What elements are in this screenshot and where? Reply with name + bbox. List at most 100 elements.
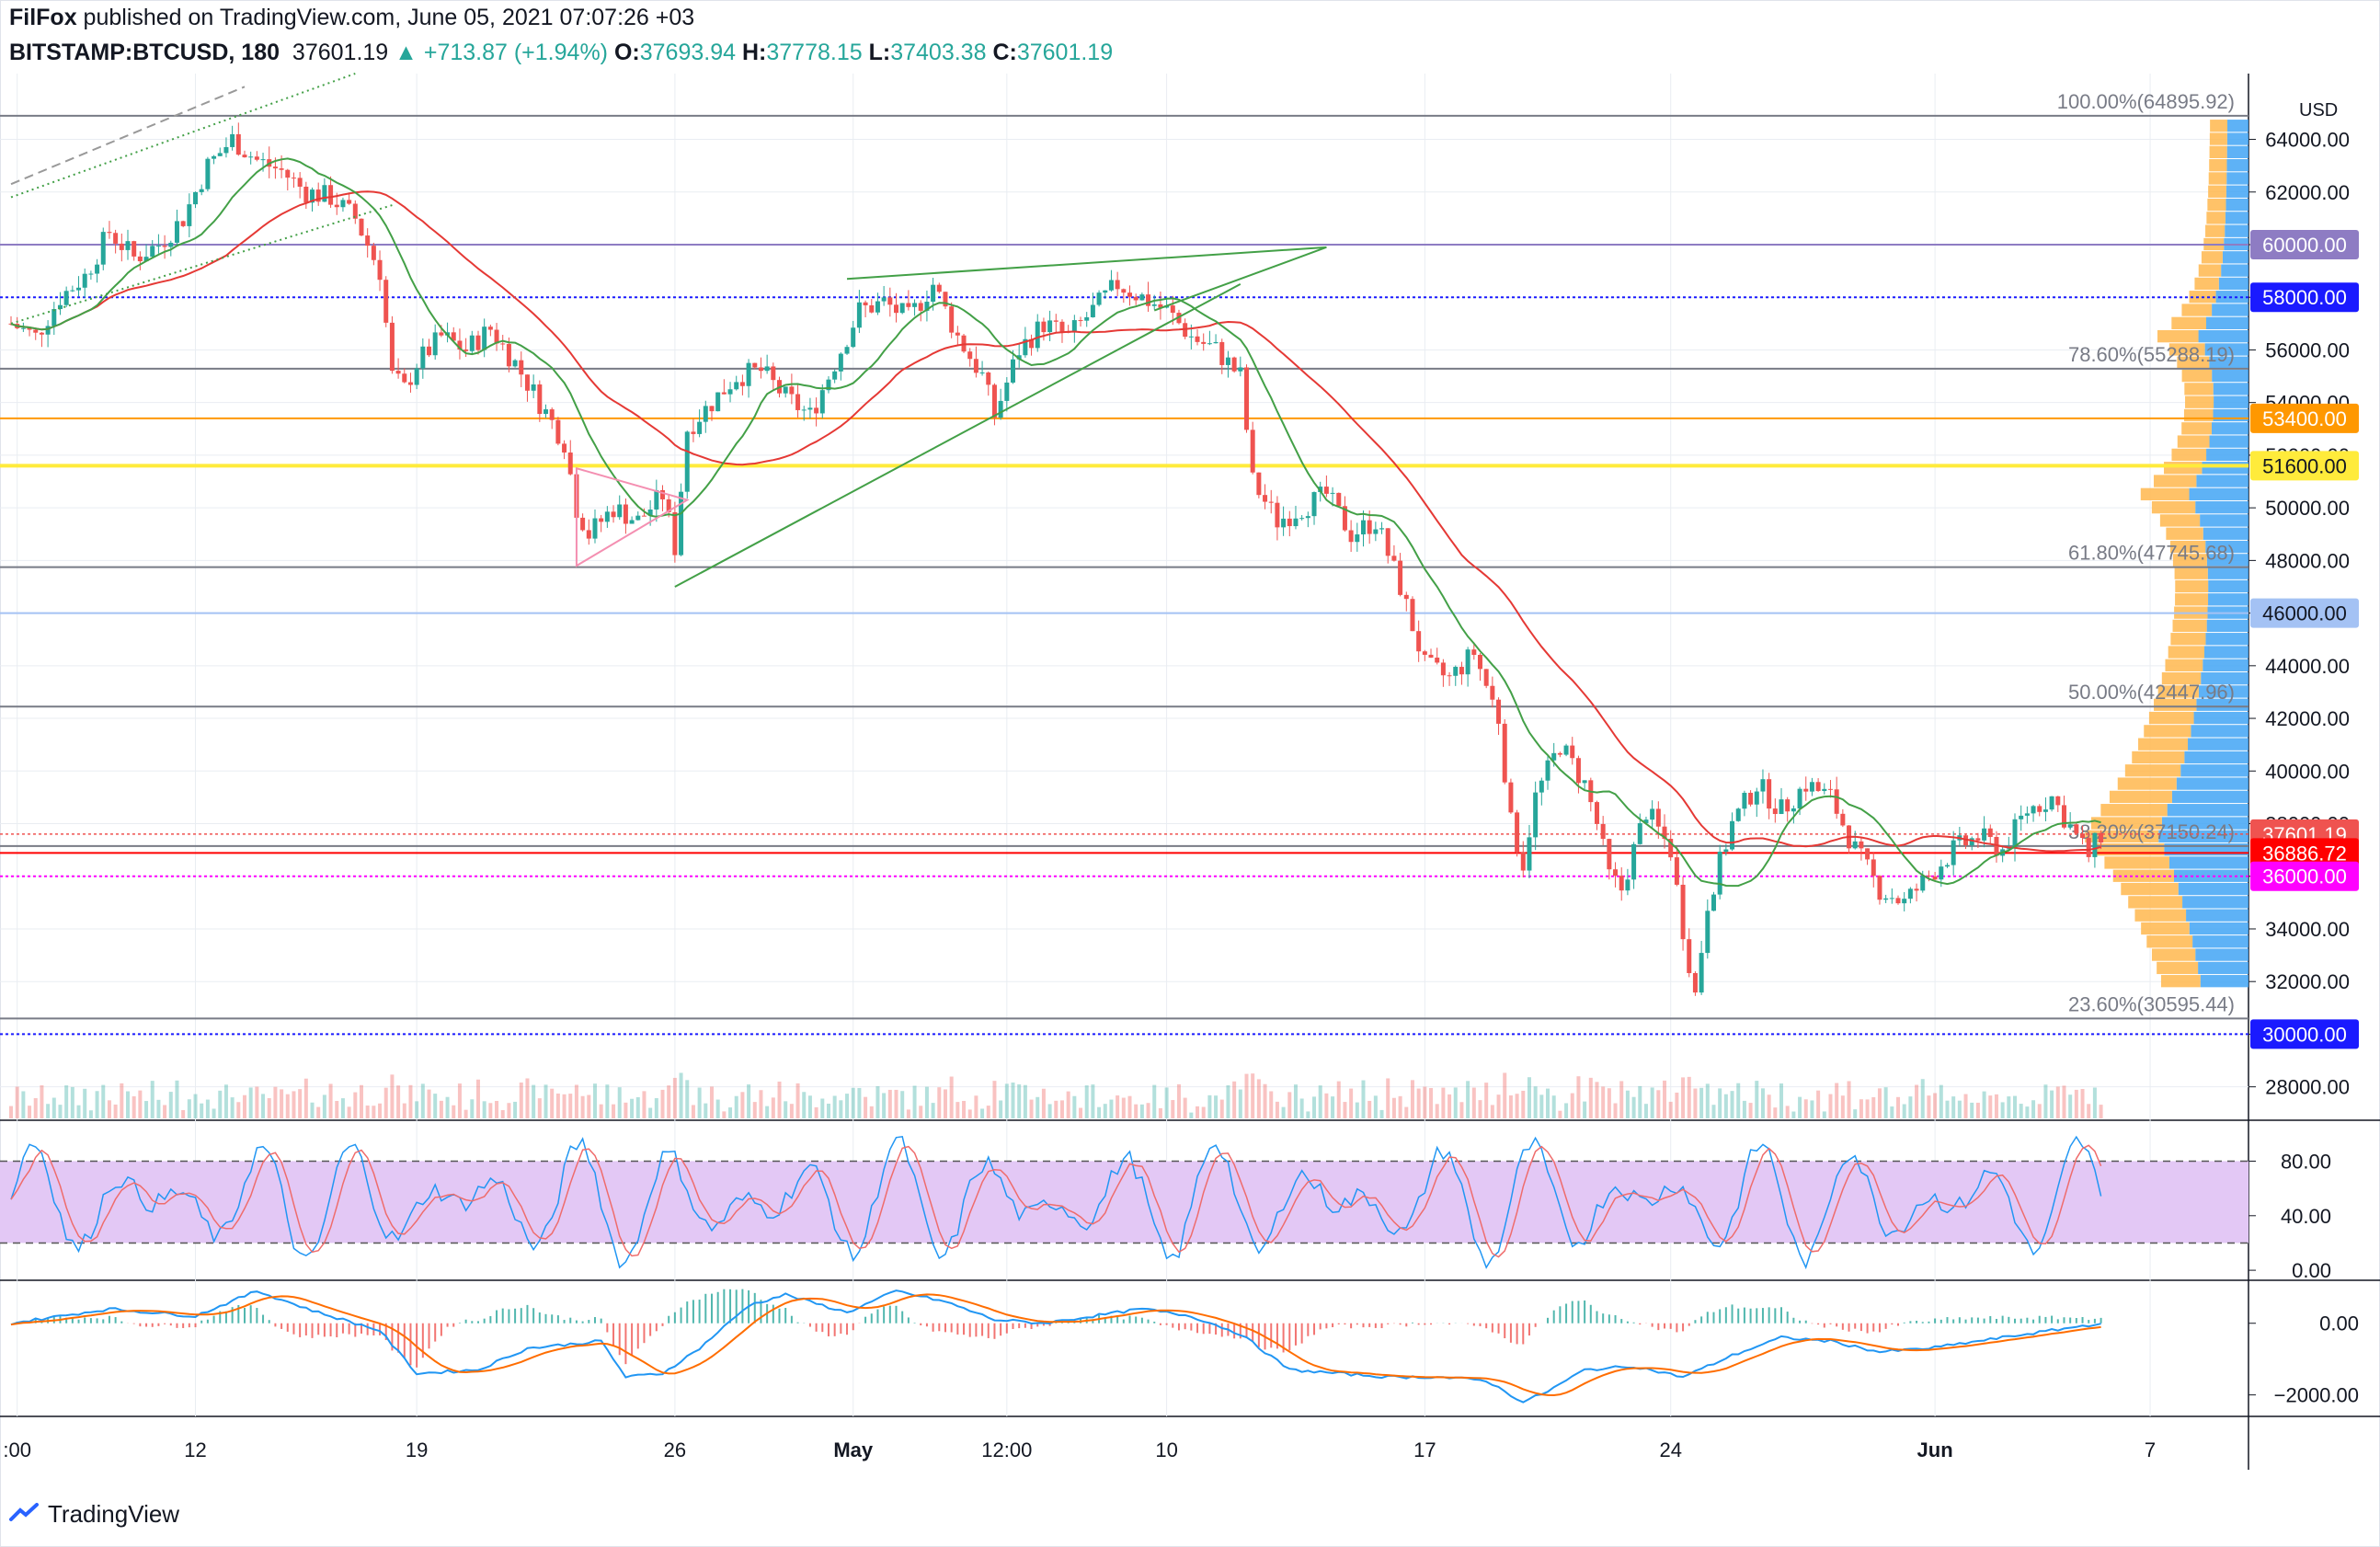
volume-bar: [924, 1086, 929, 1118]
candle-body: [2086, 838, 2091, 857]
volume-bar: [347, 1106, 351, 1118]
volume-profile-bar: [2206, 619, 2248, 633]
volume-profile-bar: [2209, 356, 2248, 369]
volume-profile-bar: [2148, 711, 2194, 725]
volume-bar: [1711, 1105, 1716, 1118]
volume-profile-bar: [2158, 830, 2248, 842]
footer: TradingView: [9, 1497, 179, 1530]
candle-body: [1355, 534, 1360, 543]
author[interactable]: FilFox: [9, 5, 77, 30]
candle-body: [199, 189, 204, 192]
volume-bar: [1355, 1102, 1359, 1118]
candle-body: [63, 291, 69, 305]
volume-bar: [156, 1099, 161, 1118]
candle-body: [918, 303, 923, 311]
volume-profile-bar: [2203, 527, 2248, 540]
candle-body: [832, 371, 838, 380]
volume-bar: [445, 1096, 450, 1118]
candle-body: [242, 155, 247, 158]
candle-body: [1551, 752, 1557, 761]
candle-body: [1939, 866, 1944, 880]
price-tick-label: 62000.00: [2265, 181, 2350, 204]
brand[interactable]: TradingView: [48, 1500, 180, 1528]
candle-body: [1447, 675, 1452, 677]
volume-bar: [592, 1083, 597, 1118]
candle-body: [739, 382, 745, 386]
candle-body: [1115, 280, 1120, 290]
candle-body: [205, 158, 211, 189]
volume-bar: [64, 1085, 69, 1118]
volume-bar: [457, 1083, 462, 1118]
volume-bar: [1755, 1081, 1759, 1118]
candle-body: [1545, 760, 1550, 781]
volume-bar: [839, 1100, 843, 1118]
volume-bar: [15, 1086, 19, 1118]
candle-body: [1668, 839, 1674, 858]
x-tick-label: 10: [1155, 1438, 1177, 1461]
volume-profile-bar: [2144, 725, 2191, 738]
candle-body: [1096, 292, 1102, 305]
fib-level-label: 23.60%(30595.44): [2068, 992, 2235, 1015]
candle-body: [39, 332, 44, 335]
volume-bar: [1902, 1104, 1906, 1118]
volume-bar: [507, 1103, 511, 1118]
volume-bar: [728, 1107, 733, 1118]
volume-bar: [463, 1109, 468, 1118]
volume-profile-bar: [2206, 448, 2248, 462]
x-tick-label: 12: [184, 1438, 206, 1461]
volume-bar: [1287, 1092, 1292, 1118]
volume-bar: [1515, 1094, 1519, 1118]
candle-body: [1711, 894, 1716, 911]
x-tick-label: 7: [2145, 1438, 2156, 1461]
volume-profile-bar: [2195, 500, 2248, 514]
candle-body: [1084, 316, 1090, 321]
volume-bar: [624, 1102, 628, 1118]
candle-body: [235, 133, 241, 155]
volume-bar: [1551, 1095, 1556, 1118]
candle-body: [57, 304, 63, 310]
volume-bar: [28, 1106, 32, 1118]
candle-body: [1865, 848, 1871, 860]
price-tick-label: 42000.00: [2265, 707, 2350, 730]
volume-bar: [1583, 1101, 1587, 1118]
candle-body: [217, 153, 223, 156]
price-label-box: [2250, 1019, 2359, 1049]
volume-bar: [1214, 1095, 1219, 1118]
candle-body: [1508, 782, 1514, 813]
volume-profile-bar: [2100, 804, 2168, 817]
volume-profile-bar: [2141, 922, 2190, 935]
volume-profile-bar: [2154, 698, 2197, 711]
candle-body: [881, 297, 887, 302]
volume-profile-bar: [2183, 408, 2214, 422]
candle-body: [187, 204, 192, 226]
volume-bar: [1933, 1093, 1938, 1118]
volume-bar: [1207, 1094, 1212, 1118]
candle-body: [863, 302, 868, 305]
volume-profile-bar: [2182, 896, 2248, 909]
volume-bar: [1183, 1097, 1187, 1118]
x-tick-label: 17: [1413, 1438, 1436, 1461]
volume-bar: [1379, 1109, 1384, 1118]
trendline: [10, 73, 356, 199]
price-tick-label: 32000.00: [2265, 970, 2350, 993]
volume-profile-bar: [2175, 579, 2209, 593]
volume-profile-bar: [2212, 369, 2248, 383]
volume-profile-bar: [2186, 909, 2248, 922]
candle-body: [1305, 516, 1310, 519]
candle-body: [1146, 294, 1151, 306]
volume-profile-bar: [2200, 514, 2248, 527]
candle-body: [1440, 662, 1446, 676]
stoch-tick-label: 0.00: [2292, 1259, 2331, 1282]
volume-bar: [734, 1095, 738, 1118]
candle-body: [168, 242, 174, 247]
volume-bar: [1306, 1111, 1310, 1118]
volume-profile-bar: [2160, 975, 2201, 988]
candle-body: [1108, 280, 1114, 291]
close-label: C:: [992, 40, 1017, 65]
volume-bar: [1391, 1097, 1396, 1118]
candle-body: [851, 327, 856, 348]
volume-bar: [1601, 1086, 1606, 1118]
candle-body: [334, 204, 339, 208]
volume-bar: [2055, 1086, 2060, 1118]
